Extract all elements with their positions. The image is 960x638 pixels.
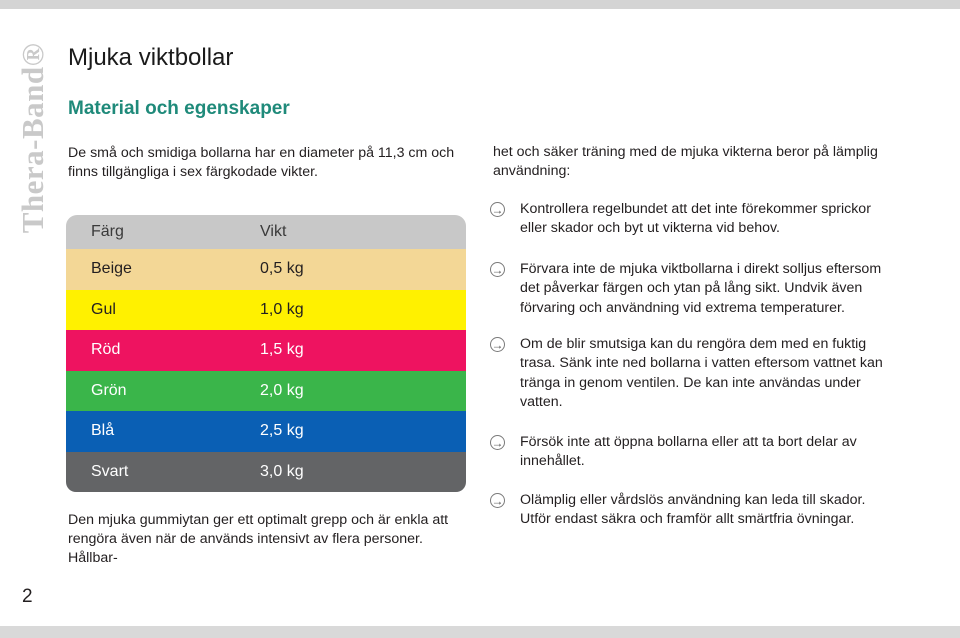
bullet-text: Försök inte att öppna bollarna eller att… [520,434,857,470]
header-weight: Vikt [260,223,287,240]
top-border [0,0,960,9]
color-weight-table: Färg Vikt Beige 0,5 kg Gul 1,0 kg Röd 1,… [66,215,466,492]
page-title: Mjuka viktbollar [68,44,234,71]
arrow-right-icon: → [490,493,505,508]
header-color: Färg [91,223,124,240]
cell-weight: 0,5 kg [260,260,304,277]
section-subtitle: Material och egenskaper [68,98,290,119]
arrow-right-icon: → [490,202,505,217]
table-row: Blå 2,5 kg [66,411,466,452]
cell-color: Beige [91,260,132,277]
cell-weight: 1,0 kg [260,300,304,318]
bullet-text: Kontrollera regelbundet att det inte för… [520,201,871,237]
bottom-border [0,626,960,638]
cell-weight: 1,5 kg [260,341,304,358]
outro-paragraph: Den mjuka gummiytan ger ett optimalt gre… [68,512,449,566]
intro-paragraph: De små och smidiga bollarna har en diame… [68,145,455,180]
cell-color: Grön [91,381,127,399]
table-row: Beige 0,5 kg [66,249,466,290]
table-header-row: Färg Vikt [66,215,466,249]
brand-logo-text: Thera-Band® [15,42,50,234]
cell-color: Blå [91,422,115,439]
page-number: 2 [22,586,33,607]
arrow-right-icon: → [490,262,505,277]
cell-weight: 2,5 kg [260,422,304,439]
bullet-text: Olämplig eller vårdslös användning kan l… [520,492,866,528]
table-row: Röd 1,5 kg [66,330,466,371]
table-row: Svart 3,0 kg [66,451,466,492]
cell-weight: 3,0 kg [260,462,304,480]
brand-logo: Thera-Band® [15,42,51,234]
arrow-right-icon: → [490,337,505,352]
cell-weight: 2,0 kg [260,381,304,399]
table-row: Gul 1,0 kg [66,289,466,330]
right-intro-paragraph: het och säker träning med de mjuka vikte… [493,144,878,179]
cell-color: Svart [91,462,129,480]
table-row: Grön 2,0 kg [66,370,466,411]
bullet-text: Om de blir smutsiga kan du rengöra dem m… [520,336,883,410]
bullet-text: Förvara inte de mjuka viktbollarna i dir… [520,261,882,316]
arrow-right-icon: → [490,435,505,450]
cell-color: Gul [91,300,116,318]
cell-color: Röd [91,341,121,358]
